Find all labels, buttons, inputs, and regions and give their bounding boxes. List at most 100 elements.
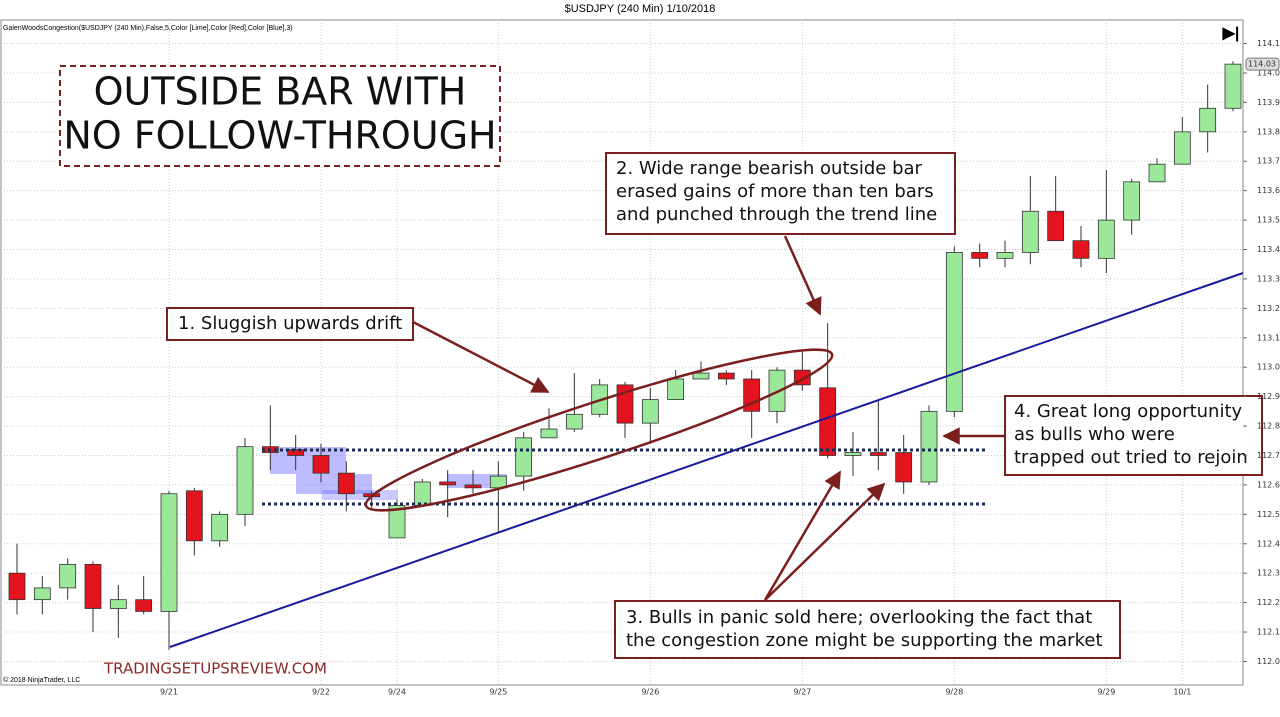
candle-body [413,481,431,506]
candle-body [185,490,203,542]
y-tick-label: 113.30 [1257,274,1280,283]
x-tick-label: 9/27 [793,688,811,697]
candle-body [1173,131,1191,165]
candle-body [565,413,583,430]
x-tick-label: 9/22 [312,688,330,697]
arrow [764,482,886,601]
chart-title: $USDJPY (240 Min) 1/10/2018 [565,3,716,15]
candle-body [287,449,305,456]
y-tick-label: 113.20 [1257,304,1280,313]
annotation: as bulls who were [1014,424,1175,445]
drift-ellipse [364,348,834,512]
candle-body [1072,240,1090,259]
annotation: erased gains of more than ten bars [616,181,934,202]
y-tick-label: 112.10 [1257,628,1280,637]
annotation-box [605,152,956,235]
y-tick-label: 112.80 [1257,422,1280,431]
y-tick-label: 112.60 [1257,480,1280,489]
candle-body [1123,181,1141,221]
headline: NO FOLLOW-THROUGH [63,114,496,158]
congestion-box [322,490,398,500]
candle-body [895,452,913,483]
candle-body [1224,63,1242,109]
y-tick-label: 112.90 [1257,392,1280,401]
y-tick-label: 112.40 [1257,539,1280,548]
annotation: 4. Great long opportunity [1014,401,1243,422]
candle-body [109,599,127,609]
annotation-box [614,600,1121,659]
headline: OUTSIDE BAR WITH [94,70,467,114]
candle-body [388,505,406,539]
last-price-box [1245,57,1280,71]
candle-body [844,452,862,456]
y-tick-label: 112.70 [1257,451,1280,460]
arrow [763,470,842,601]
candle-body [1199,107,1217,133]
y-tick-label: 113.60 [1257,186,1280,195]
copyright: © 2018 NinjaTrader, LLC [3,676,80,684]
candle-body [692,372,710,380]
candle-body [59,563,77,589]
candle-body [160,493,178,612]
candle-body [971,252,989,259]
candle-body [717,372,735,380]
x-tick-label: 9/28 [945,688,963,697]
annotation: and punched through the trend line [616,204,937,225]
y-tick-label: 112.30 [1257,569,1280,578]
plot-frame [0,19,1244,686]
candle-body [743,378,761,412]
y-tick-label: 113.00 [1257,363,1280,372]
candle-body [337,472,355,495]
annotation-box [1004,395,1263,476]
y-tick-label: 113.50 [1257,216,1280,225]
candle-body [540,428,558,439]
candle-body [489,475,507,489]
annotation: 1. Sluggish upwards drift [178,313,402,334]
arrow [783,235,822,316]
y-tick-label: 113.70 [1257,157,1280,166]
candle-body [135,599,153,612]
x-tick-label: 9/21 [160,688,178,697]
y-tick-label: 113.10 [1257,333,1280,342]
x-tick-label: 9/29 [1097,688,1115,697]
last-price-label: 114.03 [1248,60,1276,69]
arrow [412,320,550,394]
candle-body [1097,219,1115,259]
candle-body [84,563,102,609]
scroll-end-button[interactable]: ▶| [1222,25,1240,42]
x-tick-label: 9/25 [489,688,507,697]
candle-body [996,252,1014,259]
annotation: trapped out tried to rejoin [1014,447,1248,468]
candle-body [464,484,482,489]
indicator-label: GalenWoodsCongestion($USDJPY (240 Min),F… [3,25,293,32]
annotation: 2. Wide range bearish outside bar [616,158,923,179]
title-box [59,65,501,167]
candle-body [1047,210,1065,242]
y-tick-label: 114.00 [1257,68,1280,77]
y-tick-label: 113.90 [1257,98,1280,107]
candle-body [1148,163,1166,183]
candle-body [8,572,26,601]
x-tick-label: 9/24 [388,688,406,697]
y-tick-label: 114.10 [1257,39,1280,48]
y-tick-label: 112.00 [1257,657,1280,666]
y-tick-label: 113.80 [1257,127,1280,136]
candle-body [236,446,254,515]
candle-body [920,410,938,483]
candle-body [945,252,963,412]
watermark: TRADINGSETUPSREVIEW.COM [103,660,327,678]
candle-body [312,455,330,474]
candle-body [667,378,685,400]
y-tick-label: 113.40 [1257,245,1280,254]
x-tick-label: 10/1 [1173,688,1191,697]
candle-body [33,587,51,601]
annotation: the congestion zone might be supporting … [626,630,1103,651]
y-tick-label: 112.50 [1257,510,1280,519]
annotation-box [166,307,414,341]
candle-body [819,387,837,456]
candle-body [1021,210,1039,253]
candle-body [211,513,229,542]
x-tick-label: 9/26 [641,688,659,697]
y-tick-label: 112.20 [1257,598,1280,607]
